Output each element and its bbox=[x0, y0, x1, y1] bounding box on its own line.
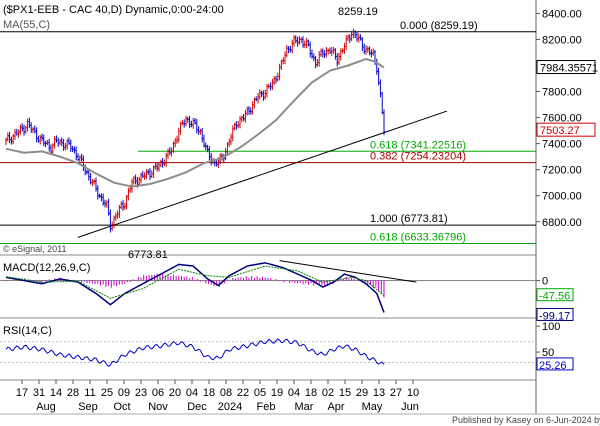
x-tick-label: 14 bbox=[50, 387, 62, 399]
macd-title: MACD(12,26,9,C) bbox=[3, 262, 90, 274]
ma-55-line bbox=[5, 57, 385, 188]
price-tick-label: 7400.00 bbox=[542, 139, 582, 151]
x-tick-label: 31 bbox=[33, 387, 45, 399]
macd-signal-badge: -47.56 bbox=[539, 291, 570, 303]
ma-value-badge: 7984.35571 bbox=[540, 63, 598, 75]
x-tick-label: 19 bbox=[271, 387, 283, 399]
trendline bbox=[77, 110, 448, 238]
x-month-label: 2024 bbox=[218, 401, 242, 413]
fib-level-label: 0.000 (8259.19) bbox=[400, 20, 478, 32]
x-tick-label: 27 bbox=[390, 387, 402, 399]
rsi-tick-label: 100 bbox=[542, 321, 560, 333]
rsi-polyline bbox=[5, 338, 385, 368]
macd-signal-badge-bg bbox=[536, 288, 574, 302]
macd-trendline bbox=[279, 260, 417, 283]
price-tick-label: 7600.00 bbox=[542, 113, 582, 125]
price-tick-label: 8400.00 bbox=[542, 8, 582, 20]
ma-polyline bbox=[5, 57, 385, 188]
ma-label: MA(55,C) bbox=[3, 19, 50, 31]
fib-level-label: 0.618 (7341.22516) bbox=[370, 139, 466, 151]
x-tick-label: 20 bbox=[169, 387, 181, 399]
fib-levels: 0.000 (8259.19) 0.618 (7341.22516)0.382 (… bbox=[0, 20, 536, 244]
last-price-badge-bg bbox=[536, 122, 596, 137]
x-tick-label: 08 bbox=[220, 387, 232, 399]
x-tick-label: 09 bbox=[118, 387, 130, 399]
rsi-line bbox=[5, 338, 385, 368]
macd-histogram bbox=[5, 273, 385, 298]
x-month-label: Jun bbox=[401, 401, 419, 413]
x-tick-label: 06 bbox=[152, 387, 164, 399]
price-tick-label: 7200.00 bbox=[542, 165, 582, 177]
x-month-label: Sep bbox=[78, 401, 98, 413]
macd-value-badge: -99.17 bbox=[539, 310, 570, 322]
price-tick-label: 8200.00 bbox=[542, 34, 582, 46]
macd-axis: 0 -47.56 -99.17 bbox=[536, 276, 574, 322]
x-month-label: Aug bbox=[36, 401, 56, 413]
x-month-label: Nov bbox=[148, 401, 168, 413]
fib-level-label: 0.382 (7254.23204) bbox=[370, 151, 466, 163]
price-trendline bbox=[77, 110, 448, 238]
x-tick-label: 29 bbox=[356, 387, 368, 399]
x-axis: 17 31 14 28 11 25 09 23 06 20 04 18 08 22 05 19 04 18 02 15… bbox=[16, 380, 419, 413]
price-tick-label: 7800.00 bbox=[542, 87, 582, 99]
fib-level-label: 0.618 (6633.36796) bbox=[370, 231, 466, 243]
macd-macd-line bbox=[5, 262, 385, 313]
x-month-label: Dec bbox=[187, 401, 207, 413]
x-tick-label: 18 bbox=[203, 387, 215, 399]
price-tick-label: 6800.00 bbox=[542, 217, 582, 229]
footer-text: Published by Kasey on 6-Jun-2024 by eSig… bbox=[452, 415, 600, 425]
x-tick-label: 02 bbox=[322, 387, 334, 399]
x-tick-label: 28 bbox=[67, 387, 79, 399]
x-tick-label: 18 bbox=[305, 387, 317, 399]
x-tick-label: 25 bbox=[101, 387, 113, 399]
macd-value-badge-bg bbox=[536, 307, 574, 321]
x-tick-label: 17 bbox=[16, 387, 28, 399]
rsi-tick-label: 50 bbox=[542, 347, 554, 359]
chart-title: ($PX1-EEB - CAC 40,D) Dynamic,0:00-24:00 bbox=[3, 4, 224, 16]
price-tick-label: 7000.00 bbox=[542, 191, 582, 203]
macd-signal-line bbox=[5, 265, 385, 299]
x-tick-label: 15 bbox=[339, 387, 351, 399]
watermark: © eSignal, 2011 bbox=[3, 244, 67, 254]
last-price-badge: 7503.27 bbox=[540, 125, 580, 137]
macd-lines bbox=[5, 262, 385, 313]
x-tick-label: 04 bbox=[288, 387, 300, 399]
rsi-value-badge-bg bbox=[536, 357, 574, 371]
x-tick-label: 10 bbox=[407, 387, 419, 399]
x-tick-label: 04 bbox=[186, 387, 198, 399]
rsi-title: RSI(14,C) bbox=[3, 325, 52, 337]
price-axis: 6800.00 7000.00 7200.00 7400.00 7600.00 7800.… bbox=[536, 8, 598, 229]
macd-tick-label: 0 bbox=[542, 276, 548, 288]
x-month-label: Feb bbox=[257, 401, 276, 413]
x-tick-label: 11 bbox=[84, 387, 95, 399]
x-tick-label: 13 bbox=[373, 387, 385, 399]
x-tick-label: 22 bbox=[237, 387, 249, 399]
fib-level-label: 1.000 (6773.81) bbox=[370, 213, 448, 225]
x-month-label: Mar bbox=[295, 401, 314, 413]
x-tick-label: 23 bbox=[135, 387, 147, 399]
x-month-label: May bbox=[362, 401, 383, 413]
ma-value-badge-bg bbox=[536, 60, 596, 75]
high-label: 8259.19 bbox=[338, 6, 378, 18]
x-tick-label: 05 bbox=[254, 387, 266, 399]
macd-trendline-line bbox=[279, 260, 417, 283]
x-month-label: Oct bbox=[113, 401, 130, 413]
rsi-grid bbox=[0, 341, 536, 363]
rsi-value-badge: 25.26 bbox=[539, 360, 567, 372]
low-label: 6773.81 bbox=[128, 249, 168, 261]
x-month-label: Apr bbox=[327, 401, 344, 413]
